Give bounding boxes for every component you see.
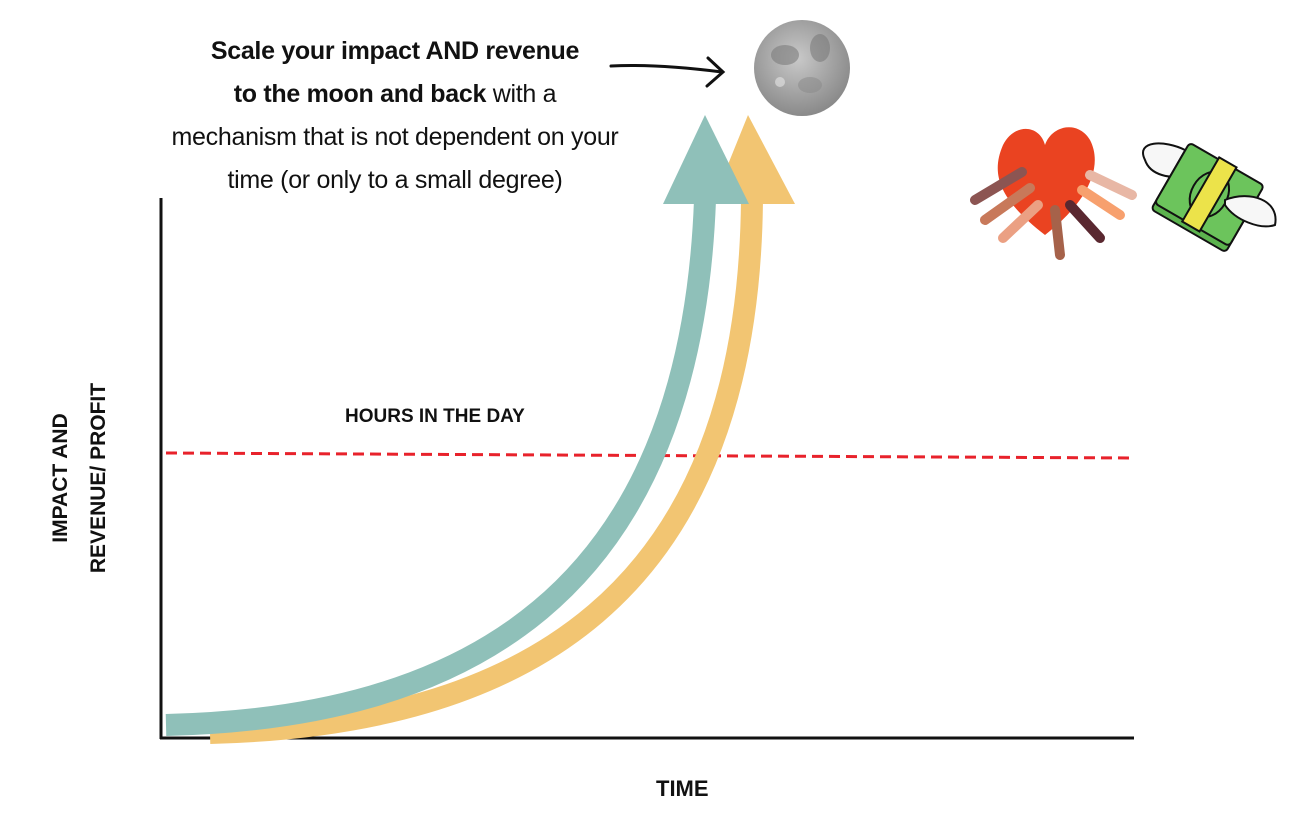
hours-in-day-label: HOURS IN THE DAY (345, 406, 525, 427)
headline-bold-2: to the moon and back (233, 80, 487, 108)
impact-arrow (165, 115, 749, 736)
pointer-arrow-icon (609, 56, 726, 88)
y-axis-label: IMPACT AND REVENUE/ PROFIT (42, 358, 118, 598)
headline-regular: with a mechanism that is not dependent o… (171, 80, 619, 194)
x-axis-label: TIME (656, 776, 709, 801)
moon-icon (754, 20, 850, 116)
y-axis-label-line2: REVENUE/ PROFIT (87, 382, 110, 574)
heart-hands-icon (970, 127, 1137, 260)
y-axis-label-line1: IMPACT AND (49, 413, 72, 543)
headline-bold-1: Scale your impact AND revenue (210, 37, 580, 65)
flying-money-icon (1142, 142, 1277, 252)
headline-text: Scale your impact AND revenue to the moo… (170, 30, 620, 202)
